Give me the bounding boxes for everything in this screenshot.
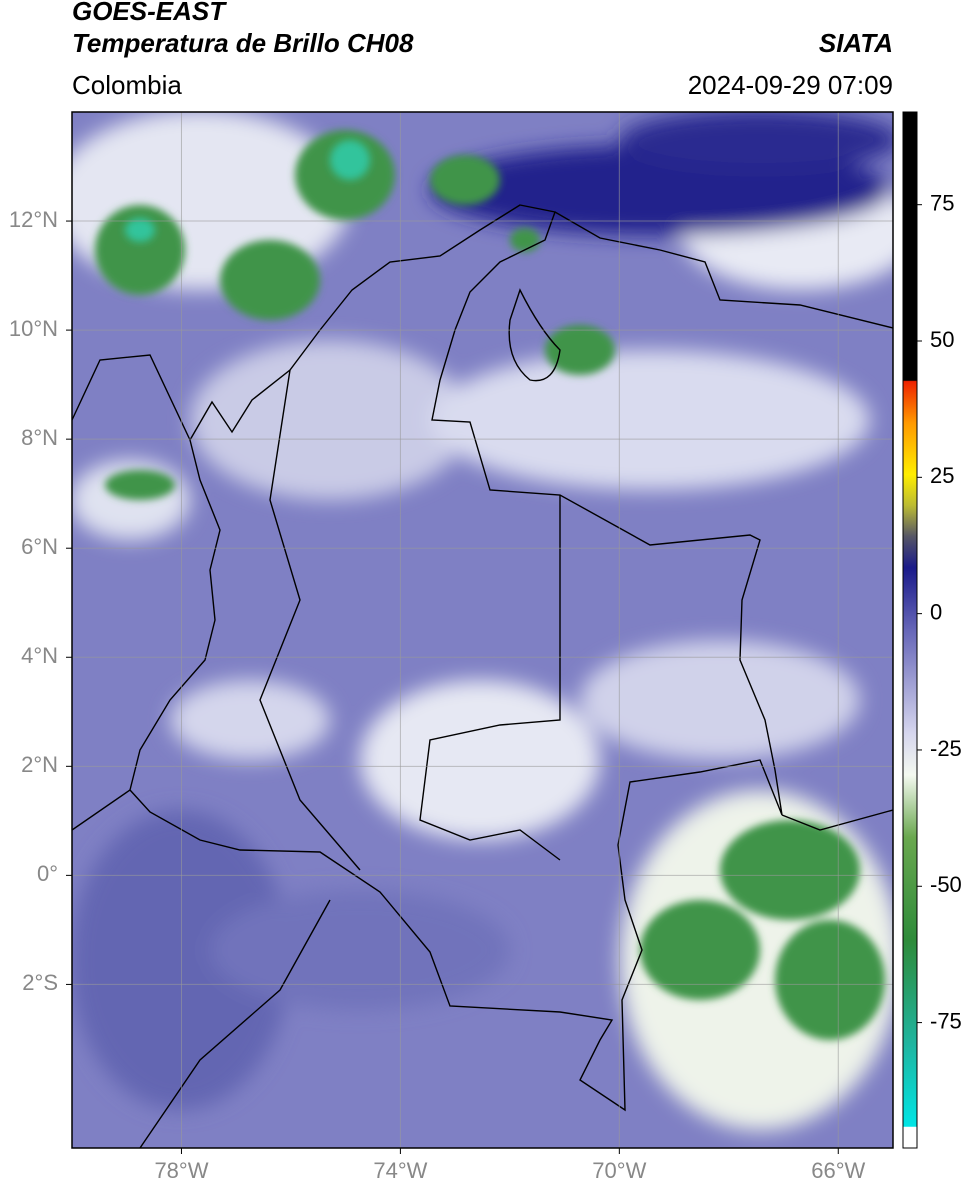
region: Colombia xyxy=(72,70,182,100)
x-tick-label: 66°W xyxy=(811,1158,865,1183)
colorbar-tick-label: -75 xyxy=(930,1008,962,1033)
y-tick-label: 0° xyxy=(37,861,58,886)
subtitle: Temperatura de Brillo CH08 xyxy=(72,28,414,58)
colorbar xyxy=(902,111,918,1149)
title: GOES-EAST xyxy=(72,0,227,26)
colorbar-tick-label: -25 xyxy=(930,736,962,761)
colorbar-tick-label: 75 xyxy=(930,191,954,216)
y-tick-label: 4°N xyxy=(21,643,58,668)
colorbar-tick-label: 25 xyxy=(930,463,954,488)
colorbar-tick-label: 0 xyxy=(930,599,942,624)
y-tick-label: 6°N xyxy=(21,534,58,559)
x-tick-label: 74°W xyxy=(373,1158,427,1183)
y-tick-label: 10°N xyxy=(9,316,58,341)
y-tick-label: 12°N xyxy=(9,207,58,232)
graticule xyxy=(72,112,893,1148)
y-tick-label: 8°N xyxy=(21,425,58,450)
source: SIATA xyxy=(819,28,893,58)
x-tick-label: 70°W xyxy=(592,1158,646,1183)
colorbar-tick-label: 50 xyxy=(930,327,954,352)
y-tick-label: 2°N xyxy=(21,752,58,777)
y-tick-label: 2°S xyxy=(22,970,58,995)
timestamp: 2024-09-29 07:09 xyxy=(688,70,893,100)
colorbar-tick-label: -50 xyxy=(930,872,962,897)
satellite-image xyxy=(72,112,893,1148)
x-tick-label: 78°W xyxy=(154,1158,208,1183)
map-frame xyxy=(71,111,894,1149)
borders xyxy=(72,204,893,1148)
